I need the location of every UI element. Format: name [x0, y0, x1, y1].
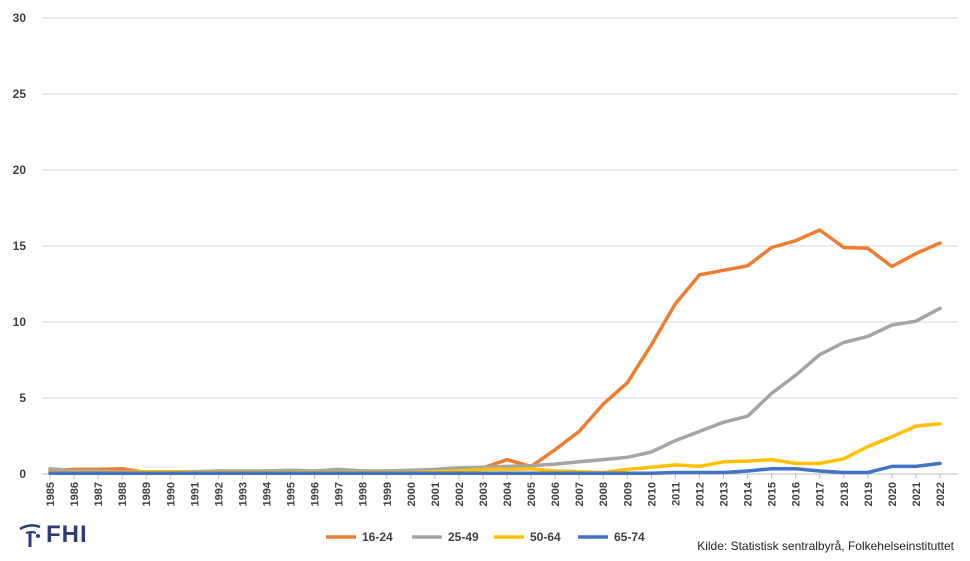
- x-tick-label: 2010: [646, 482, 658, 506]
- x-tick-label: 2022: [935, 482, 947, 506]
- legend-label: 16-24: [362, 530, 393, 544]
- y-tick-label: 30: [13, 11, 27, 25]
- x-tick-label: 2014: [743, 481, 755, 506]
- y-tick-label: 15: [13, 239, 27, 253]
- x-tick-label: 2006: [550, 482, 562, 506]
- source-caption: Kilde: Statistisk sentralbyrå, Folkehels…: [697, 539, 954, 553]
- x-tick-label: 1987: [93, 482, 105, 506]
- x-tick-label: 2013: [719, 482, 731, 506]
- legend: 16-24 25-49 50-64 65-74: [326, 530, 645, 544]
- gridlines: [42, 17, 958, 475]
- fhi-logo-icon: [19, 524, 41, 547]
- x-tick-label: 1985: [45, 482, 57, 506]
- x-tick-label: 2004: [502, 481, 514, 506]
- series-line-25-49: [48, 306, 942, 474]
- x-tick-label: 2009: [622, 482, 634, 506]
- x-tick-label: 2003: [478, 482, 490, 506]
- x-tick-label: 1992: [213, 482, 225, 506]
- x-tick-label: 1993: [237, 482, 249, 506]
- x-tick-label: 2008: [598, 482, 610, 506]
- legend-label: 50-64: [530, 530, 561, 544]
- x-axis: 1985 1986 1987 1988 1989 1990 1991 1992 1993 1994…: [45, 474, 947, 506]
- x-tick-label: 2021: [911, 482, 923, 506]
- x-tick-label: 2018: [839, 482, 851, 506]
- series-lines: [48, 228, 942, 475]
- y-tick-label: 25: [13, 87, 27, 101]
- x-tick-label: 1999: [382, 482, 394, 506]
- fhi-logo-text: FHI: [46, 521, 88, 548]
- y-tick-label: 5: [19, 391, 26, 405]
- x-tick-label: 2001: [430, 482, 442, 506]
- x-tick-label: 2017: [815, 482, 827, 506]
- x-tick-label: 1991: [189, 482, 201, 506]
- x-tick-label: 1988: [117, 482, 129, 506]
- series-line-16-24: [48, 228, 942, 475]
- legend-label: 65-74: [614, 530, 645, 544]
- x-tick-label: 2011: [670, 482, 682, 506]
- x-tick-label: 1990: [165, 482, 177, 506]
- series-line-65-74: [48, 461, 942, 475]
- x-tick-label: 1989: [141, 482, 153, 506]
- x-tick-label: 2002: [454, 482, 466, 506]
- x-tick-label: 2007: [574, 482, 586, 506]
- x-tick-label: 1996: [310, 482, 322, 506]
- x-tick-label: 2015: [767, 482, 779, 506]
- x-tick-label: 2019: [863, 482, 875, 506]
- x-tick-label: 1998: [358, 482, 370, 506]
- x-tick-label: 2016: [791, 482, 803, 506]
- x-tick-label: 2020: [887, 482, 899, 506]
- x-tick-label: 2012: [694, 482, 706, 506]
- x-tick-label: 2000: [406, 482, 418, 506]
- x-tick-label: 1995: [286, 482, 298, 506]
- x-tick-label: 1986: [69, 482, 81, 506]
- x-tick-label: 1997: [334, 482, 346, 506]
- x-tick-label: 1994: [261, 481, 273, 506]
- y-tick-label: 0: [19, 467, 26, 481]
- x-tick-label: 2005: [526, 482, 538, 506]
- y-tick-label: 10: [13, 315, 27, 329]
- y-tick-label: 20: [13, 163, 27, 177]
- fhi-logo: FHI: [16, 521, 88, 549]
- legend-label: 25-49: [448, 530, 479, 544]
- y-axis-ticks: 0 5 10 15 20 25 30: [13, 11, 27, 481]
